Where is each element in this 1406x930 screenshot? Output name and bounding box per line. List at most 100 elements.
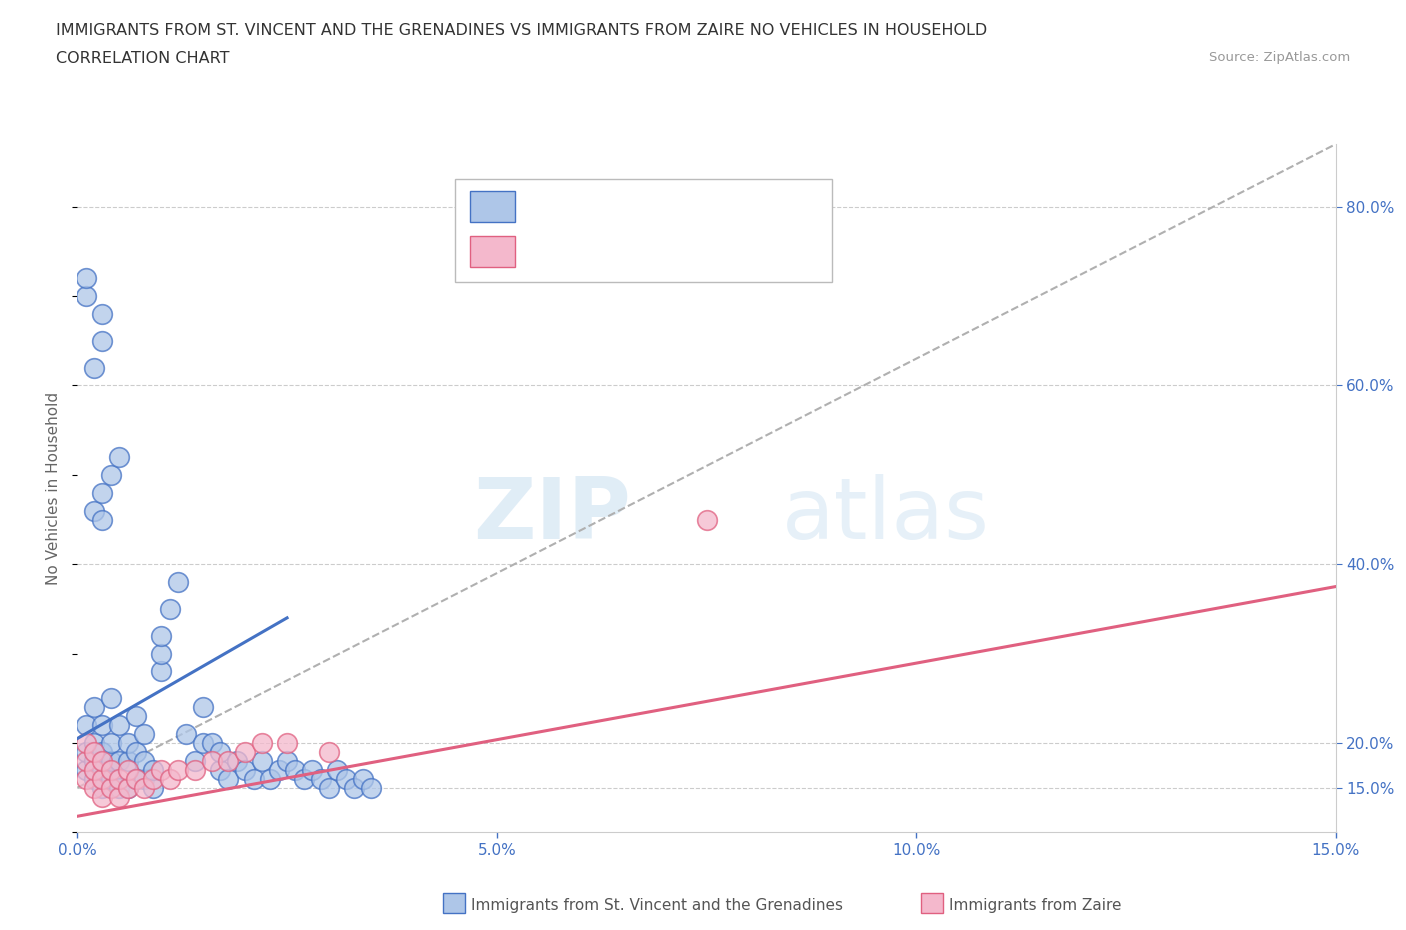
Point bbox=[83, 745, 105, 760]
Point bbox=[75, 718, 97, 733]
Point bbox=[284, 763, 307, 777]
Point bbox=[276, 736, 298, 751]
Point bbox=[83, 503, 105, 518]
Point bbox=[91, 790, 114, 804]
Point bbox=[125, 709, 148, 724]
Point bbox=[125, 771, 148, 786]
Point bbox=[167, 575, 190, 590]
Point bbox=[309, 771, 332, 786]
Point bbox=[75, 753, 97, 768]
Point bbox=[91, 307, 114, 322]
Y-axis label: No Vehicles in Household: No Vehicles in Household bbox=[46, 392, 62, 585]
Text: Immigrants from St. Vincent and the Grenadines: Immigrants from St. Vincent and the Gren… bbox=[471, 898, 844, 913]
Point bbox=[83, 763, 105, 777]
Point bbox=[343, 780, 366, 795]
Point bbox=[142, 771, 165, 786]
Point bbox=[75, 763, 97, 777]
Point bbox=[108, 780, 131, 795]
Point bbox=[91, 333, 114, 348]
Point bbox=[318, 780, 340, 795]
Point bbox=[150, 629, 173, 644]
Point bbox=[134, 771, 156, 786]
Point bbox=[117, 763, 139, 777]
Point bbox=[318, 745, 340, 760]
Point bbox=[150, 664, 173, 679]
Point bbox=[335, 771, 357, 786]
Point bbox=[233, 763, 256, 777]
Point bbox=[326, 763, 349, 777]
Point bbox=[91, 753, 114, 768]
Point bbox=[100, 753, 122, 768]
Point bbox=[176, 726, 198, 741]
Point bbox=[125, 771, 148, 786]
Point bbox=[292, 771, 315, 786]
Point bbox=[100, 736, 122, 751]
Point bbox=[276, 753, 298, 768]
Point bbox=[83, 699, 105, 714]
Point bbox=[100, 771, 122, 786]
Text: ZIP: ZIP bbox=[474, 474, 631, 557]
Point bbox=[360, 780, 382, 795]
Point bbox=[159, 602, 181, 617]
Text: Source: ZipAtlas.com: Source: ZipAtlas.com bbox=[1209, 51, 1350, 64]
Point bbox=[267, 763, 290, 777]
Point bbox=[134, 753, 156, 768]
Point bbox=[100, 468, 122, 483]
Point bbox=[696, 512, 718, 527]
Point bbox=[91, 512, 114, 527]
Point bbox=[191, 699, 215, 714]
Point bbox=[134, 726, 156, 741]
Point bbox=[75, 288, 97, 303]
Point bbox=[91, 771, 114, 786]
Point bbox=[184, 753, 207, 768]
Point bbox=[233, 745, 256, 760]
Text: Immigrants from Zaire: Immigrants from Zaire bbox=[949, 898, 1122, 913]
Point bbox=[100, 691, 122, 706]
Point bbox=[75, 771, 97, 786]
Point bbox=[142, 780, 165, 795]
Point bbox=[242, 771, 264, 786]
Point bbox=[208, 763, 231, 777]
Point bbox=[91, 718, 114, 733]
Point bbox=[217, 753, 239, 768]
Point bbox=[225, 753, 247, 768]
Point bbox=[250, 736, 273, 751]
Point bbox=[191, 736, 215, 751]
Point bbox=[75, 271, 97, 286]
Point bbox=[117, 780, 139, 795]
Point bbox=[184, 763, 207, 777]
Point bbox=[150, 646, 173, 661]
Point bbox=[200, 736, 222, 751]
Point bbox=[100, 763, 122, 777]
Point bbox=[134, 780, 156, 795]
Point bbox=[83, 360, 105, 375]
Point bbox=[167, 763, 190, 777]
Point bbox=[200, 753, 222, 768]
Point bbox=[208, 745, 231, 760]
Point bbox=[83, 736, 105, 751]
Point bbox=[159, 771, 181, 786]
Point bbox=[91, 763, 114, 777]
Point bbox=[125, 745, 148, 760]
Text: atlas: atlas bbox=[782, 474, 990, 557]
Point bbox=[108, 449, 131, 464]
Point bbox=[108, 753, 131, 768]
Point bbox=[142, 763, 165, 777]
Point bbox=[108, 771, 131, 786]
Text: CORRELATION CHART: CORRELATION CHART bbox=[56, 51, 229, 66]
Point bbox=[75, 736, 97, 751]
Point bbox=[108, 790, 131, 804]
Point bbox=[117, 753, 139, 768]
Point bbox=[83, 780, 105, 795]
Point bbox=[100, 780, 122, 795]
Point bbox=[217, 771, 239, 786]
Point bbox=[301, 763, 323, 777]
Point bbox=[250, 753, 273, 768]
Point bbox=[108, 718, 131, 733]
Point bbox=[75, 745, 97, 760]
Point bbox=[91, 485, 114, 500]
Text: IMMIGRANTS FROM ST. VINCENT AND THE GRENADINES VS IMMIGRANTS FROM ZAIRE NO VEHIC: IMMIGRANTS FROM ST. VINCENT AND THE GREN… bbox=[56, 23, 987, 38]
Point bbox=[117, 780, 139, 795]
Point bbox=[352, 771, 374, 786]
Point bbox=[83, 753, 105, 768]
